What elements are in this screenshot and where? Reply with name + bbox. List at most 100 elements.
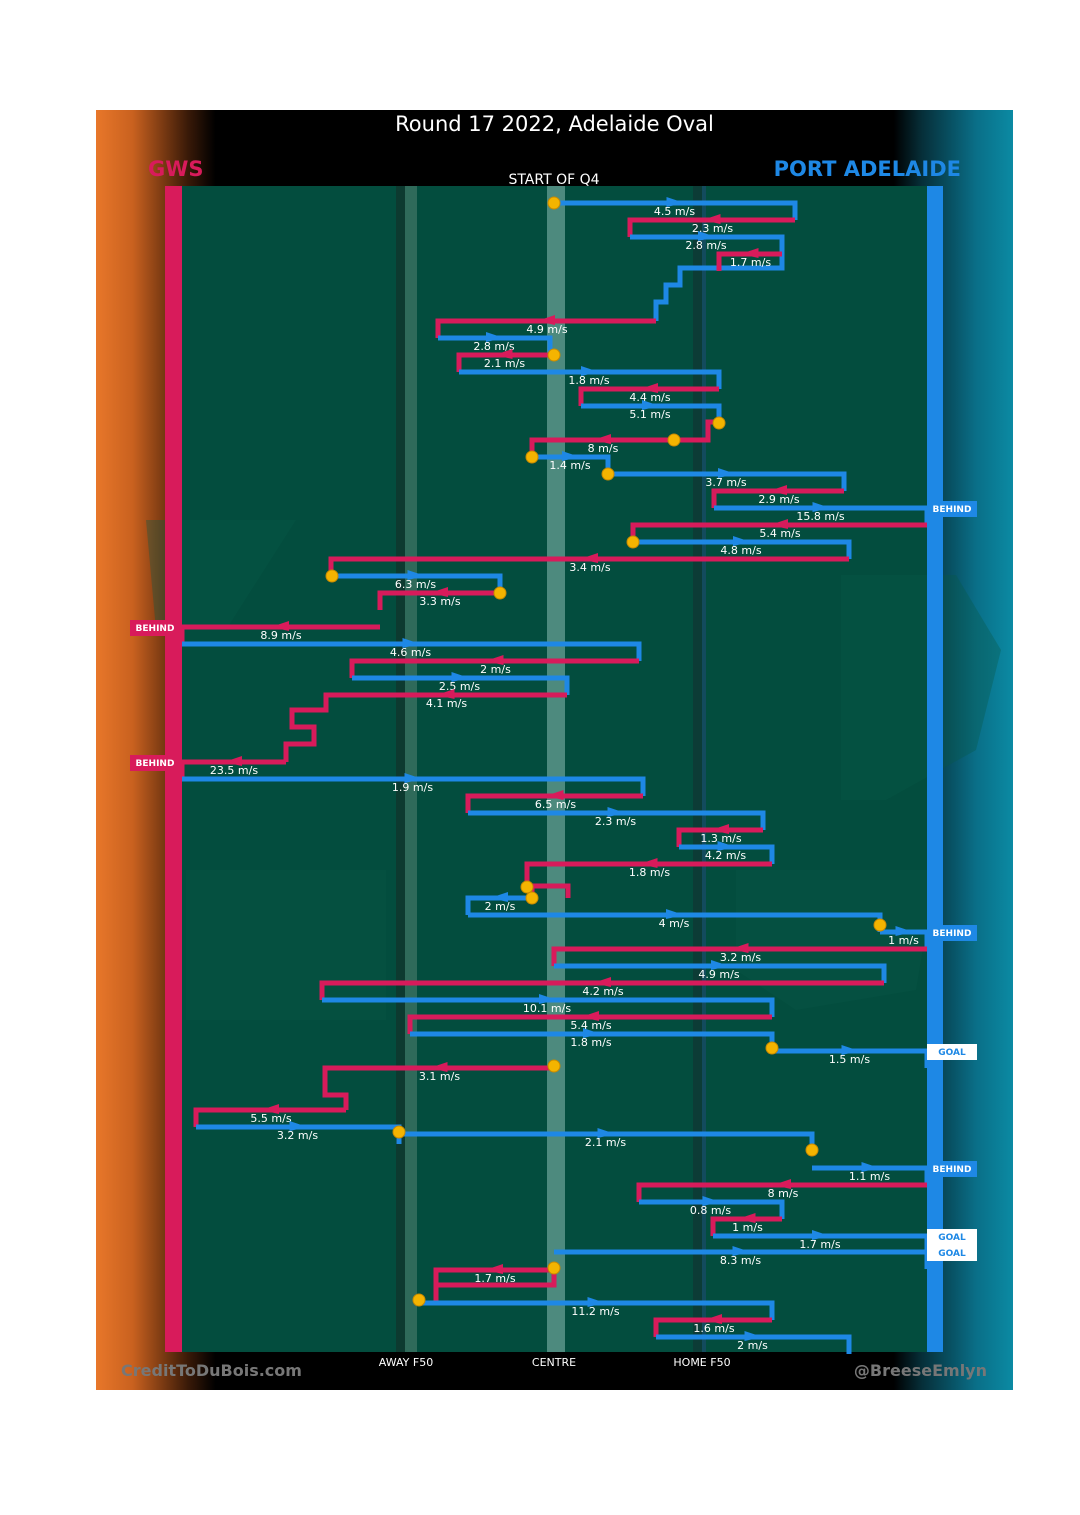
segment-line <box>608 471 847 491</box>
gws-possession-segment: 5.4 m/s <box>407 1011 772 1034</box>
direction-arrow <box>402 638 421 648</box>
chart-title: Round 17 2022, Adelaide Oval <box>395 112 714 136</box>
direction-arrow <box>773 1179 791 1189</box>
speed-label: 1.7 m/s <box>474 1272 515 1285</box>
segment-line <box>433 1267 554 1287</box>
direction-arrow <box>494 349 513 359</box>
direction-arrow <box>436 689 455 699</box>
speed-label: 11.2 m/s <box>571 1305 619 1318</box>
segment-line <box>182 641 642 661</box>
speed-label: 8.9 m/s <box>260 629 301 642</box>
segment-line <box>627 217 795 237</box>
segment-line <box>182 776 646 796</box>
stoppage-marker <box>667 433 681 447</box>
speed-label: 3.2 m/s <box>277 1129 318 1142</box>
speed-label: 1.1 m/s <box>849 1170 890 1183</box>
score-result-badge: BEHIND <box>927 501 977 517</box>
stoppage-marker <box>525 891 539 905</box>
direction-arrow <box>812 502 831 512</box>
direction-arrow <box>261 1104 279 1114</box>
gws-possession-segment: 3.3 m/s <box>377 587 500 610</box>
gws-possession-segment: 2.3 m/s <box>627 214 795 237</box>
segment-line <box>352 675 570 695</box>
stoppage-marker <box>547 196 561 210</box>
direction-arrow <box>429 1062 448 1072</box>
direction-arrow <box>702 1196 721 1206</box>
speed-label: 2.1 m/s <box>585 1136 626 1149</box>
stoppage-marker <box>626 535 640 549</box>
port_adelaide-possession-segment: 15.8 m/s BEHIND <box>714 501 977 525</box>
credit-left: CreditToDuBois.com <box>121 1361 302 1380</box>
stoppage-marker <box>805 1143 819 1157</box>
direction-arrow <box>702 214 721 224</box>
gws-possession-segment: 3.1 m/s <box>322 1062 554 1085</box>
speed-label: 2.5 m/s <box>439 680 480 693</box>
port_adelaide-possession-segment: 2 m/s <box>465 892 532 915</box>
direction-arrow <box>581 1011 599 1021</box>
port_adelaide-possession-segment: 3.7 m/s <box>608 468 847 491</box>
speed-label: 2 m/s <box>480 663 511 676</box>
score-result-badge: GOAL <box>927 1229 977 1245</box>
speed-label: 2.3 m/s <box>595 815 636 828</box>
port_adelaide-possession-segment: 1.1 m/s BEHIND <box>812 1161 977 1185</box>
x-axis-label: AWAY F50 <box>379 1356 433 1369</box>
gws-possession-segment: 1.7 m/s <box>433 1264 554 1287</box>
segment-line <box>630 234 785 254</box>
direction-arrow <box>861 1162 880 1172</box>
port_adelaide-possession-segment: 2 m/s <box>656 1331 852 1354</box>
speed-label: 1.8 m/s <box>568 374 609 387</box>
gws-possession-segment: 1.8 m/s <box>524 858 772 881</box>
speed-label: 4.9 m/s <box>526 323 567 336</box>
gws-chain-connector <box>283 695 329 762</box>
stoppage-marker <box>493 586 507 600</box>
segment-line <box>524 861 772 881</box>
direction-arrow <box>639 858 658 868</box>
direction-arrow <box>711 824 729 834</box>
direction-arrow <box>666 909 684 919</box>
direction-arrow <box>407 570 426 580</box>
direction-arrow <box>717 841 736 851</box>
direction-arrow <box>404 773 423 783</box>
badge-label: GOAL <box>938 1249 966 1259</box>
speed-label: 1 m/s <box>888 934 919 947</box>
stoppage-marker <box>520 880 534 894</box>
speed-label: 4.2 m/s <box>582 985 623 998</box>
segment-line <box>319 980 884 1000</box>
segment-line <box>554 963 887 983</box>
direction-arrow <box>895 926 914 936</box>
speed-label: 1.4 m/s <box>549 459 590 472</box>
port_adelaide-possession-segment: 1.8 m/s <box>459 366 722 389</box>
score-result-badge: BEHIND <box>130 755 182 771</box>
stoppage-marker <box>325 569 339 583</box>
speed-label: 8 m/s <box>588 442 619 455</box>
gws-possession-segment: 4.4 m/s <box>578 383 719 406</box>
direction-arrow <box>597 1128 616 1138</box>
port-adelaide-goal-line-bar <box>927 186 943 1352</box>
direction-arrow <box>580 553 598 563</box>
gws-possession-segment: 4.2 m/s <box>319 977 884 1000</box>
speed-label: 5.4 m/s <box>759 527 800 540</box>
badge-background <box>927 1229 977 1245</box>
segment-line <box>193 1107 346 1127</box>
port_adelaide-chain-connector <box>653 254 785 321</box>
home-team-name: PORT ADELAIDE <box>773 157 961 181</box>
direction-arrow <box>485 655 504 665</box>
port_adelaide-possession-segment: 2.3 m/s <box>468 807 766 830</box>
score-result-badge: BEHIND <box>130 620 182 636</box>
direction-arrow <box>271 621 289 631</box>
speed-label: 3.2 m/s <box>720 951 761 964</box>
chain-segments: 4.5 m/s 2.3 m/s 2.8 m/s 1.7 m/s 4.9 m/s 2.8 m… <box>130 197 977 1354</box>
speed-label: 4.1 m/s <box>426 697 467 710</box>
port_adelaide-possession-segment: 1 m/s BEHIND <box>880 925 977 949</box>
badge-label: BEHIND <box>933 1165 972 1175</box>
direction-arrow <box>770 519 788 529</box>
gws-chain-connector <box>674 419 716 443</box>
speed-label: 6.5 m/s <box>535 798 576 811</box>
direction-arrow <box>583 1028 601 1038</box>
gws-possession-segment: 4.9 m/s <box>435 315 656 338</box>
gws-possession-segment: 2 m/s <box>349 655 639 678</box>
speed-label: 2.3 m/s <box>692 222 733 235</box>
speed-label: 15.8 m/s <box>796 510 844 523</box>
port_adelaide-possession-segment: 2.5 m/s <box>352 672 570 695</box>
stoppage-marker <box>547 1261 561 1275</box>
